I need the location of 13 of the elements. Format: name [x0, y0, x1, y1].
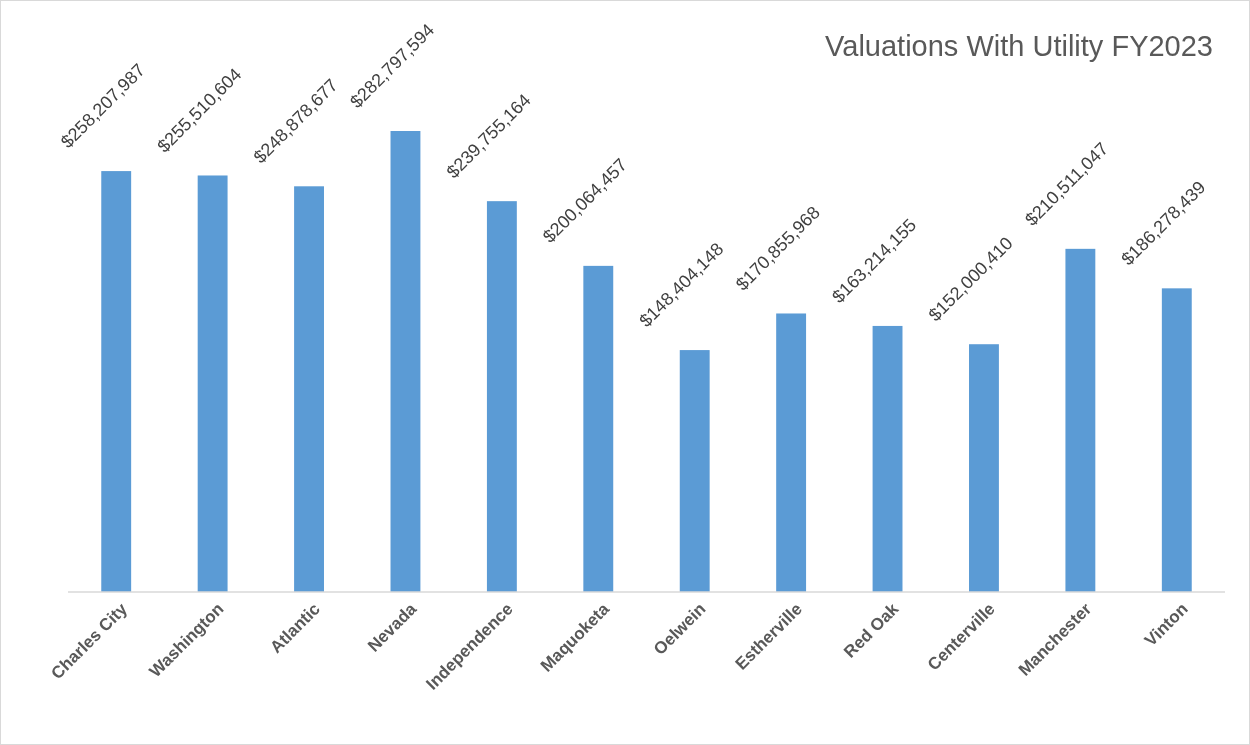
bar	[679, 350, 710, 592]
chart-title: Valuations With Utility FY2023	[825, 30, 1213, 62]
bar	[197, 175, 228, 592]
bar	[390, 131, 421, 592]
bar	[872, 325, 903, 592]
bar	[969, 344, 999, 592]
bar	[101, 171, 132, 592]
bar	[1161, 288, 1192, 592]
bar	[583, 265, 614, 592]
bar	[294, 186, 324, 592]
bar	[1065, 248, 1096, 592]
bar	[486, 201, 517, 592]
bar	[776, 313, 807, 592]
